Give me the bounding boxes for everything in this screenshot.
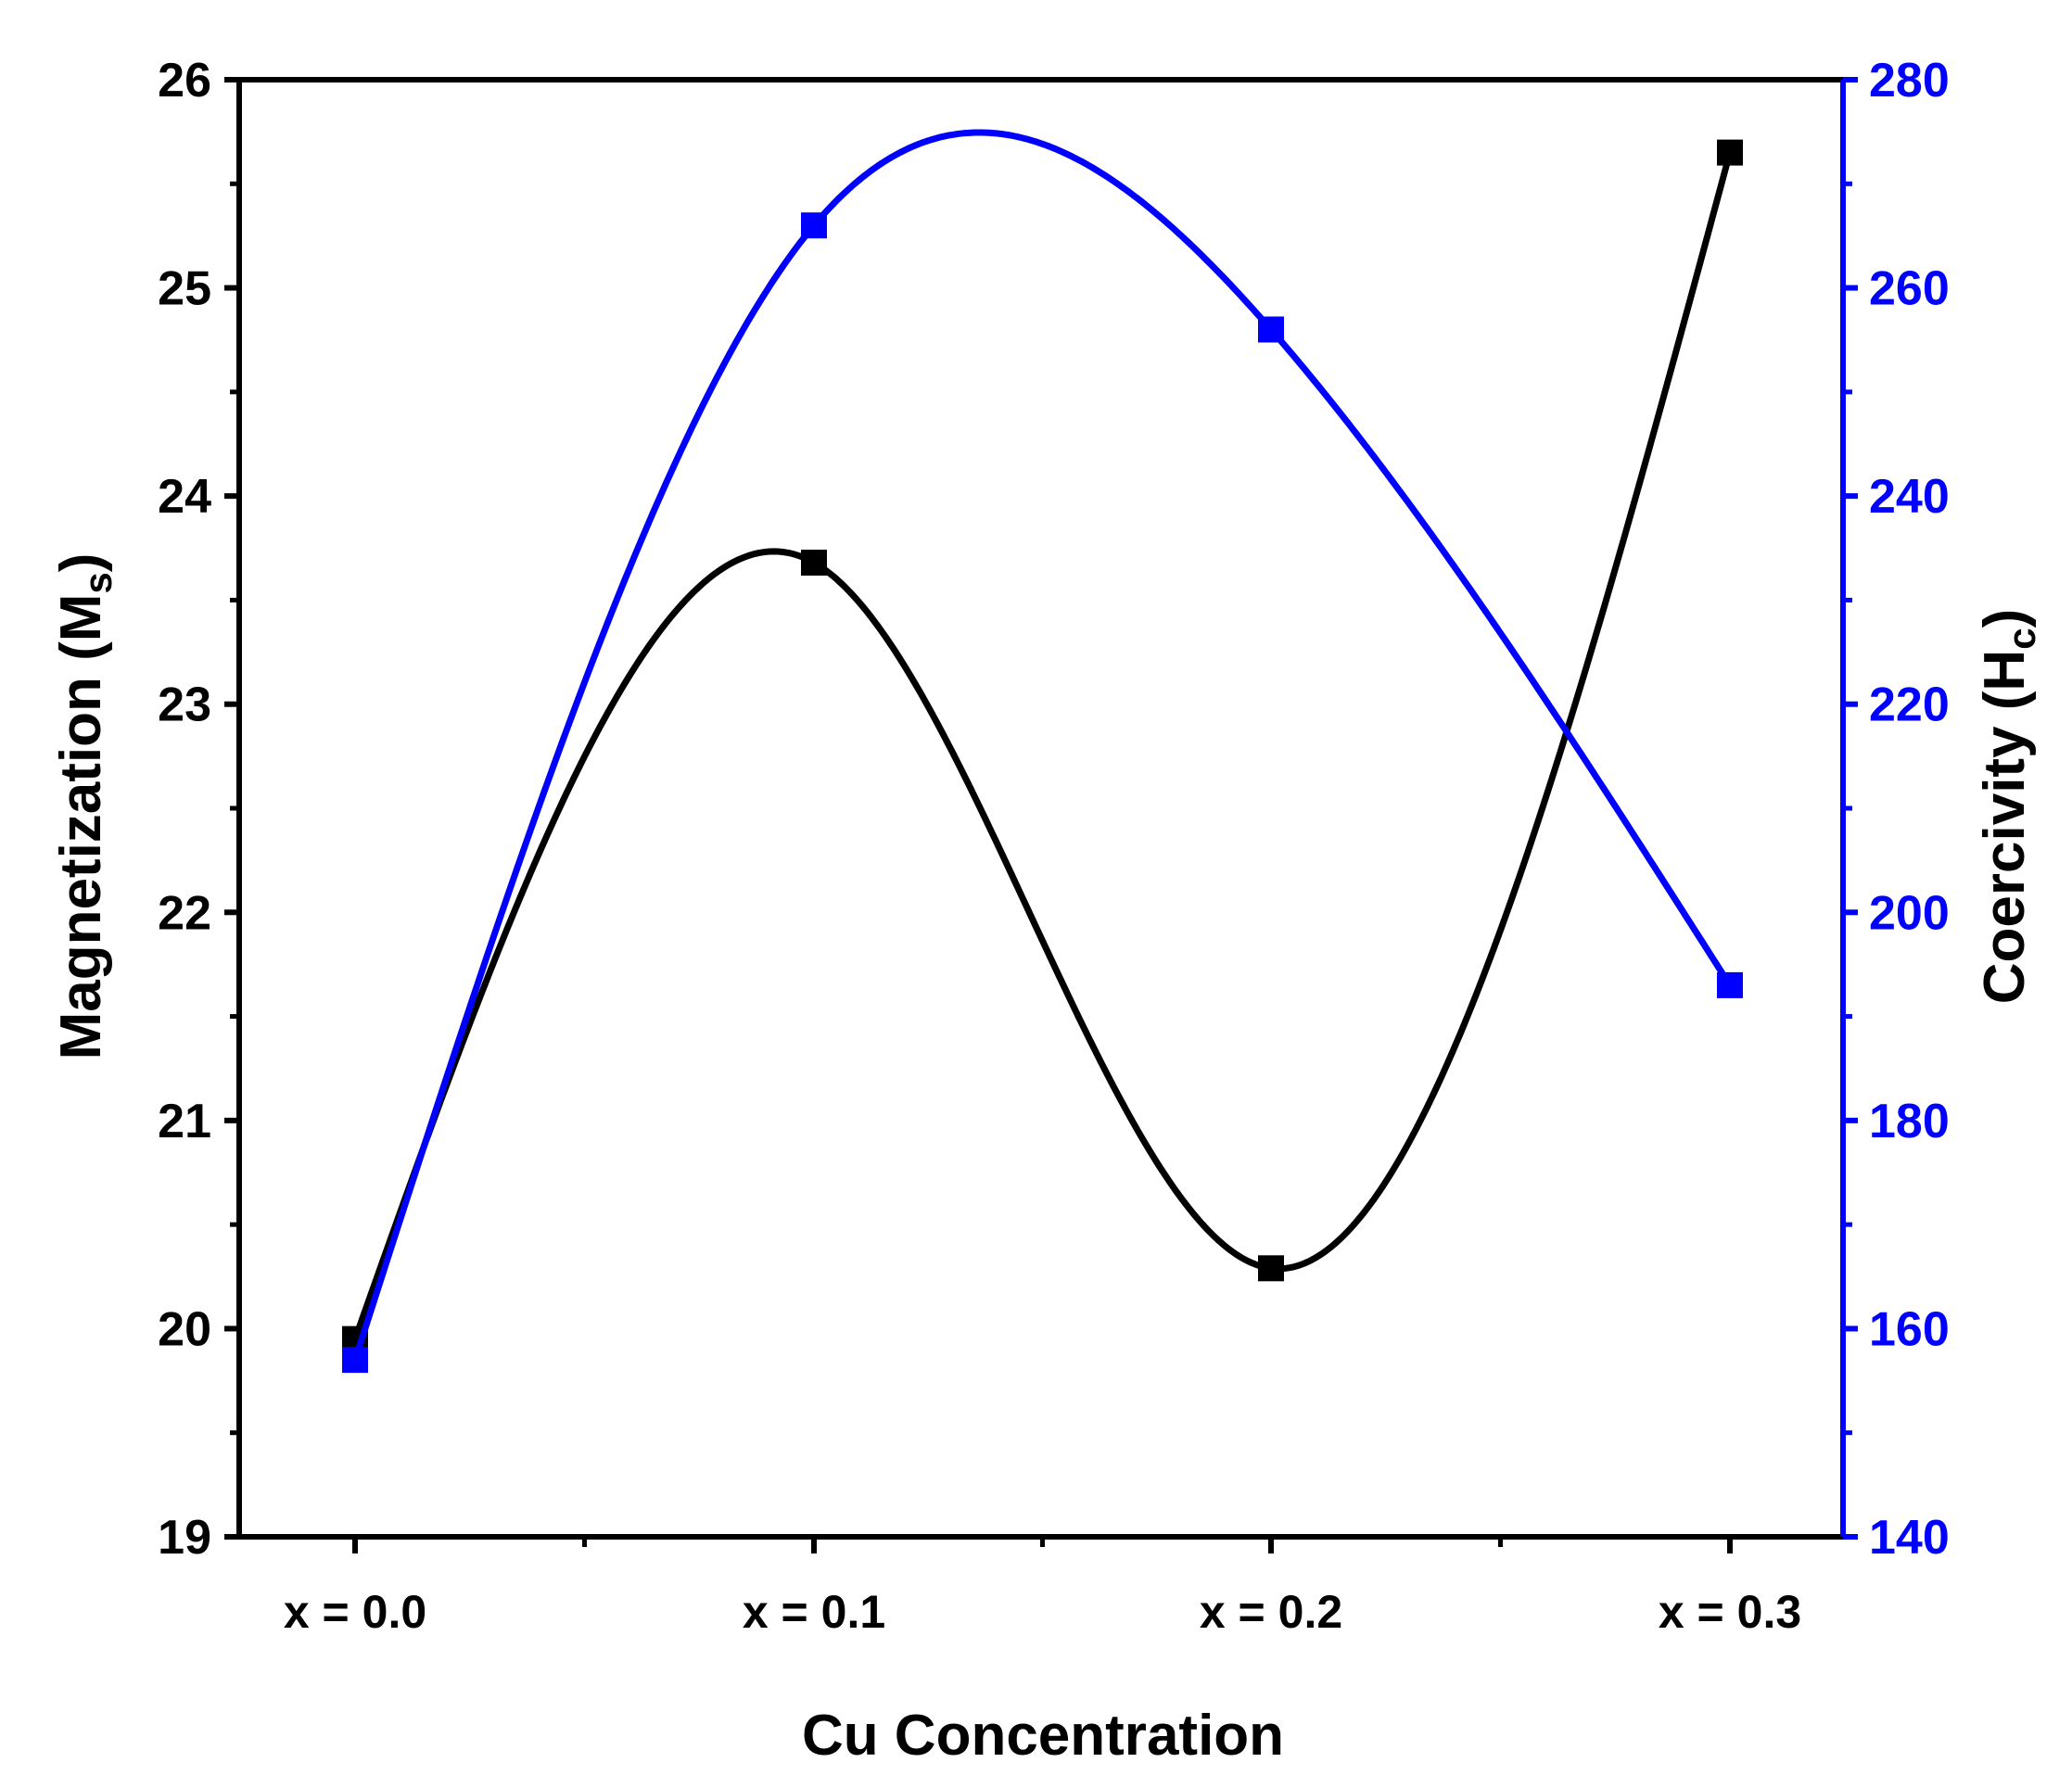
right-tick-label: 160 [1869, 1302, 1950, 1356]
coercivity-point [1258, 316, 1284, 343]
x-tick-label: x = 0.2 [1200, 1586, 1342, 1638]
magnetization-point [1258, 1255, 1284, 1282]
left-axis-title-sub: s [76, 572, 120, 593]
left-tick-label: 24 [158, 470, 211, 524]
axes-layer: 19 20 21 22 23 24 25 26 140 160 180 200 220 240 260 280… [158, 54, 1950, 1638]
right-axis-title-sub: c [2000, 628, 2043, 649]
magnetization-point [1717, 139, 1743, 166]
x-tick-label: x = 0.3 [1659, 1586, 1801, 1638]
left-axis-title-close: ) [49, 553, 113, 573]
magnetization-series-line [351, 151, 1734, 1340]
right-tick-label: 260 [1869, 262, 1950, 316]
right-tick-label: 220 [1869, 678, 1950, 732]
coercivity-point [1717, 971, 1743, 998]
left-tick-label: 23 [158, 678, 211, 732]
right-tick-label: 140 [1869, 1511, 1950, 1565]
left-axis-title: Magnetization (Ms) [49, 553, 120, 1060]
x-tick-label: x = 0.0 [284, 1586, 426, 1638]
right-axis-title: Coercivity (Hc) [1973, 609, 2043, 1004]
x-tick-label: x = 0.1 [743, 1586, 885, 1638]
coercivity-point [342, 1347, 368, 1374]
right-tick-label: 240 [1869, 470, 1950, 524]
right-tick-label: 200 [1869, 886, 1950, 940]
right-axis-title-main: Coercivity (H [1973, 650, 2037, 1004]
left-tick-label: 20 [158, 1302, 211, 1356]
left-tick-label: 21 [158, 1095, 211, 1148]
series-layer [342, 129, 1743, 1374]
left-tick-label: 25 [158, 262, 211, 316]
left-tick-label: 22 [158, 886, 211, 940]
left-tick-label: 19 [158, 1511, 211, 1565]
left-axis-title-main: Magnetization (M [49, 594, 113, 1060]
right-tick-label: 180 [1869, 1095, 1950, 1148]
magnetization-point [801, 550, 827, 577]
right-axis-title-close: ) [1973, 609, 2037, 628]
right-tick-label: 280 [1869, 54, 1950, 108]
x-axis-title: Cu Concentration [802, 1704, 1284, 1768]
coercivity-point [801, 212, 827, 239]
left-tick-label: 26 [158, 54, 211, 108]
coercivity-series-line [351, 129, 1733, 1362]
